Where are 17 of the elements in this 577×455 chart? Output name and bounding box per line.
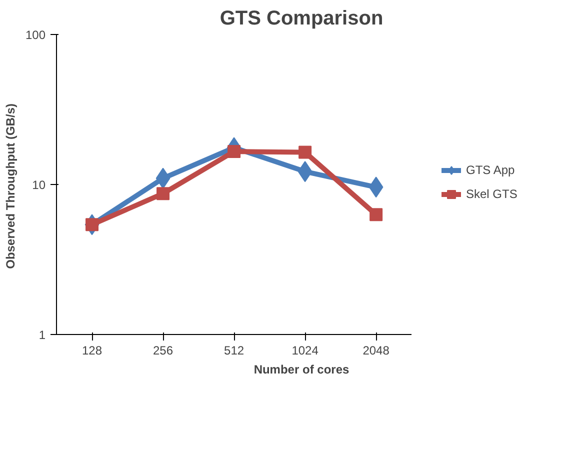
point (298, 146, 312, 159)
y-tick-label: 10 (32, 178, 46, 192)
legend-label: GTS App (466, 163, 515, 177)
y-tick-label: 100 (25, 28, 46, 42)
x-tick-label: 128 (82, 344, 102, 358)
point (370, 208, 383, 222)
y-tick-label: 1 (38, 328, 46, 342)
x-tick-label: 256 (153, 344, 174, 358)
point (228, 144, 241, 158)
y-axis-title: Observed Throughput (GB/s) (3, 103, 18, 269)
point (156, 187, 170, 200)
x-tick-label: 1024 (292, 344, 319, 358)
x-tick-label: 512 (224, 344, 244, 358)
x-tick-label: 2048 (362, 344, 390, 358)
legend-label: Skel GTS (466, 187, 518, 201)
x-axis-title: Number of cores (254, 362, 350, 376)
chart-title: GTS Comparison (220, 8, 384, 30)
